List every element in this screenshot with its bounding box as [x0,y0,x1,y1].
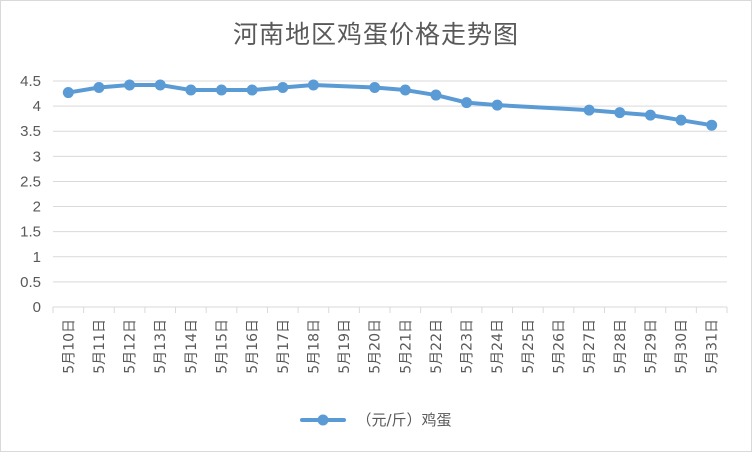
data-point [583,104,595,116]
x-tick-label: 5月29日 [643,319,659,374]
data-point [399,84,411,96]
data-point [277,82,289,94]
y-tick-label: 0.5 [20,274,41,291]
x-tick-label: 5月23日 [460,319,476,374]
x-tick-label: 5月18日 [306,319,322,374]
data-point [369,82,381,94]
x-tick-label: 5月19日 [337,319,353,374]
x-tick-label: 5月31日 [705,319,721,374]
y-tick-label: 1 [33,249,41,266]
x-tick-label: 5月20日 [368,319,384,374]
x-tick-label: 5月17日 [276,319,292,374]
x-tick-label: 5月21日 [398,319,414,374]
x-tick-label: 5月28日 [613,319,629,374]
data-point [185,84,197,96]
data-point [461,97,473,109]
data-point [675,114,687,126]
data-point [154,79,166,91]
x-tick-label: 5月11日 [92,319,108,374]
series-line [66,83,714,128]
x-tick-label: 5月16日 [245,319,261,374]
plot-area: 0 0.5 1 1.5 2 2.5 3 3.5 4 4.5 5月10日 5月11日 5月12日 5月13日… [20,73,728,374]
data-point [246,84,258,96]
x-tick-label: 5月24日 [490,319,506,374]
data-point [491,99,503,111]
x-tick-label: 5月27日 [582,319,598,374]
data-point [614,107,626,119]
y-tick-label: 1.5 [20,224,41,241]
data-point [62,87,74,99]
legend-swatch [300,414,347,425]
data-point [307,79,319,91]
x-tick-label: 5月15日 [215,319,231,374]
y-tick-label: 3 [33,148,41,165]
x-tick-label: 5月14日 [184,319,200,374]
data-point [93,82,105,94]
legend-label: （元/斤）鸡蛋 [356,411,452,429]
y-tick-label: 4.5 [20,73,41,90]
x-tick-label: 5月30日 [674,319,690,374]
data-point [124,79,136,91]
data-point [644,109,656,121]
x-tick-label: 5月25日 [521,319,537,374]
data-point [430,89,442,101]
x-tick-label: 5月26日 [552,319,568,374]
x-tick-label: 5月12日 [123,319,139,374]
x-tick-label: 5月10日 [61,319,77,374]
x-tick-label: 5月13日 [153,319,169,374]
x-tick-label: 5月22日 [429,319,445,374]
y-tick-label: 0 [33,299,41,316]
y-tick-label: 2 [33,199,41,216]
y-tick-label: 4 [33,98,41,115]
legend: （元/斤）鸡蛋 [1,409,751,430]
y-tick-label: 3.5 [20,123,41,140]
data-point [706,119,718,131]
data-point [216,84,227,96]
chart-title: 河南地区鸡蛋价格走势图 [232,20,519,49]
y-tick-label: 2.5 [20,173,41,190]
